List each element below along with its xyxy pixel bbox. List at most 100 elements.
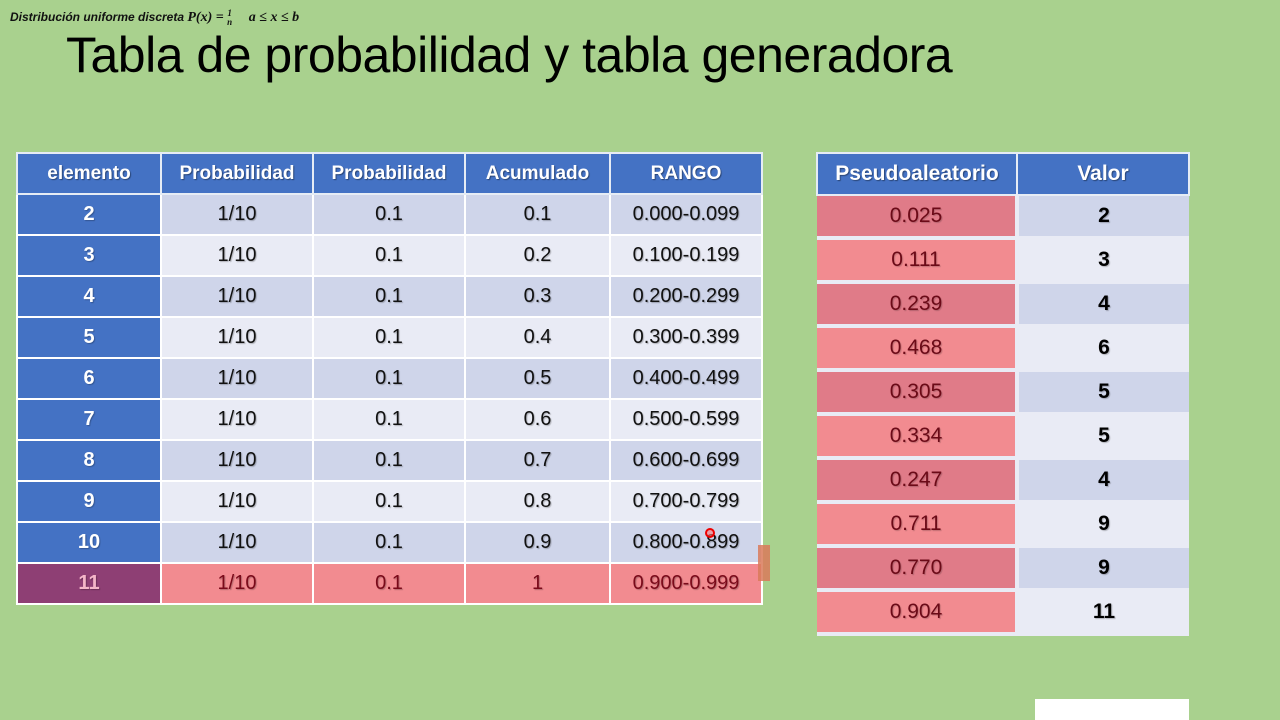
cell-probabilidad-fraction: 1/10	[160, 316, 314, 359]
probability-table: elemento Probabilidad Probabilidad Acumu…	[16, 152, 763, 605]
cell-rango: 0.600-0.699	[609, 439, 763, 482]
cell-pseudoaleatorio: 0.305	[817, 370, 1019, 416]
cell-rango: 0.300-0.399	[609, 316, 763, 359]
cell-pseudoaleatorio: 0.239	[817, 282, 1019, 328]
cell-probabilidad-decimal: 0.1	[312, 562, 466, 605]
cell-valor: 4	[1017, 282, 1189, 328]
table-row: 0.247 4	[817, 458, 1189, 504]
cell-probabilidad-decimal: 0.1	[312, 480, 466, 523]
cell-probabilidad-decimal: 0.1	[312, 193, 466, 236]
cell-rango: 0.900-0.999	[609, 562, 763, 605]
cell-probabilidad-decimal: 0.1	[312, 234, 466, 277]
generator-table: Pseudoaleatorio Valor 0.025 2 0.111 3 0.239 4…	[816, 152, 1190, 636]
table-row: 2 1/10 0.1 0.1 0.000-0.099	[16, 193, 763, 236]
cell-valor: 9	[1017, 546, 1189, 592]
header-probabilidad-fraction: Probabilidad	[160, 152, 314, 195]
cell-acumulado: 0.9	[464, 521, 611, 564]
cell-valor: 5	[1017, 370, 1189, 416]
formula-label: Distribución uniforme discreta	[10, 10, 185, 25]
table-row: 6 1/10 0.1 0.5 0.400-0.499	[16, 357, 763, 400]
cell-probabilidad-fraction: 1/10	[160, 234, 314, 277]
cell-probabilidad-decimal: 0.1	[312, 357, 466, 400]
table-row: 5 1/10 0.1 0.4 0.300-0.399	[16, 316, 763, 359]
cell-valor: 5	[1017, 414, 1189, 460]
table-header-row: elemento Probabilidad Probabilidad Acumu…	[16, 152, 763, 195]
cell-elemento: 6	[16, 357, 162, 400]
header-probabilidad-decimal: Probabilidad	[312, 152, 466, 195]
table-row: 0.334 5	[817, 414, 1189, 460]
page-title: Tabla de probabilidad y tabla generadora	[66, 27, 953, 83]
cell-acumulado: 0.2	[464, 234, 611, 277]
table-row: 3 1/10 0.1 0.2 0.100-0.199	[16, 234, 763, 277]
cell-probabilidad-fraction: 1/10	[160, 193, 314, 236]
table-row: 0.111 3	[817, 238, 1189, 284]
cell-pseudoaleatorio: 0.770	[817, 546, 1019, 592]
cell-probabilidad-decimal: 0.1	[312, 521, 466, 564]
cell-probabilidad-decimal: 0.1	[312, 439, 466, 482]
cell-rango: 0.200-0.299	[609, 275, 763, 318]
cell-probabilidad-decimal: 0.1	[312, 316, 466, 359]
cell-elemento: 3	[16, 234, 162, 277]
cell-probabilidad-fraction: 1/10	[160, 439, 314, 482]
cell-pseudoaleatorio: 0.247	[817, 458, 1019, 504]
table-row: 0.468 6	[817, 326, 1189, 372]
header-valor: Valor	[1016, 152, 1190, 196]
table-row: 0.711 9	[817, 502, 1189, 548]
table-row: 0.239 4	[817, 282, 1189, 328]
table-row: 0.305 5	[817, 370, 1189, 416]
overlay-box	[1035, 699, 1189, 720]
header-rango: RANGO	[609, 152, 763, 195]
table-row: 0.770 9	[817, 546, 1189, 592]
cell-valor: 6	[1017, 326, 1189, 372]
formula-range: a ≤ x ≤ b	[248, 10, 300, 26]
cell-probabilidad-decimal: 0.1	[312, 275, 466, 318]
cell-pseudoaleatorio: 0.334	[817, 414, 1019, 460]
cell-rango: 0.400-0.499	[609, 357, 763, 400]
cell-pseudoaleatorio: 0.025	[817, 195, 1019, 240]
cell-elemento: 2	[16, 193, 162, 236]
fraction-denominator: n	[227, 17, 233, 27]
cell-pseudoaleatorio: 0.711	[817, 502, 1019, 548]
cell-probabilidad-fraction: 1/10	[160, 521, 314, 564]
table-row: 0.904 11	[817, 590, 1189, 636]
cell-rango: 0.800-0.899	[609, 521, 763, 564]
cell-rango: 0.000-0.099	[609, 193, 763, 236]
cell-probabilidad-decimal: 0.1	[312, 398, 466, 441]
cell-probabilidad-fraction: 1/10	[160, 357, 314, 400]
table-row: 11 1/10 0.1 1 0.900-0.999	[16, 562, 763, 605]
table-row: 7 1/10 0.1 0.6 0.500-0.599	[16, 398, 763, 441]
highlight-edge	[758, 545, 770, 581]
cell-elemento: 4	[16, 275, 162, 318]
header-pseudoaleatorio: Pseudoaleatorio	[816, 152, 1018, 196]
table-row: 4 1/10 0.1 0.3 0.200-0.299	[16, 275, 763, 318]
table-row: 9 1/10 0.1 0.8 0.700-0.799	[16, 480, 763, 523]
cell-pseudoaleatorio: 0.468	[817, 326, 1019, 372]
cell-probabilidad-fraction: 1/10	[160, 480, 314, 523]
cell-rango: 0.500-0.599	[609, 398, 763, 441]
cell-acumulado: 0.3	[464, 275, 611, 318]
cell-valor: 11	[1017, 590, 1189, 636]
cell-acumulado: 0.4	[464, 316, 611, 359]
cell-acumulado: 0.5	[464, 357, 611, 400]
pointer-cursor-icon	[705, 528, 715, 538]
cell-elemento: 8	[16, 439, 162, 482]
cell-rango: 0.100-0.199	[609, 234, 763, 277]
cell-elemento: 5	[16, 316, 162, 359]
table-row: 8 1/10 0.1 0.7 0.600-0.699	[16, 439, 763, 482]
cell-valor: 9	[1017, 502, 1189, 548]
cell-valor: 4	[1017, 458, 1189, 504]
cell-elemento: 7	[16, 398, 162, 441]
table-header-row: Pseudoaleatorio Valor	[816, 152, 1190, 196]
cell-acumulado: 0.1	[464, 193, 611, 236]
header-elemento: elemento	[16, 152, 162, 195]
cell-elemento: 9	[16, 480, 162, 523]
cell-elemento: 11	[16, 562, 162, 605]
table-row: 0.025 2	[817, 195, 1189, 240]
cell-probabilidad-fraction: 1/10	[160, 398, 314, 441]
cell-pseudoaleatorio: 0.111	[817, 238, 1019, 284]
cell-acumulado: 0.7	[464, 439, 611, 482]
cell-pseudoaleatorio: 0.904	[817, 590, 1019, 636]
cell-valor: 3	[1017, 238, 1189, 284]
cell-acumulado: 1	[464, 562, 611, 605]
cell-probabilidad-fraction: 1/10	[160, 275, 314, 318]
